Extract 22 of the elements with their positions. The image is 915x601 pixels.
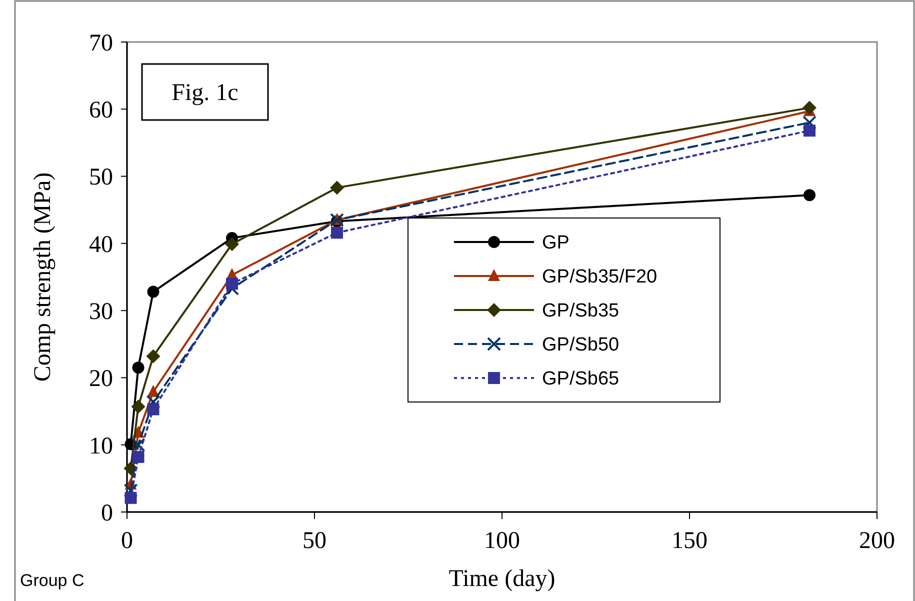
x-tick-label: 200	[859, 528, 895, 554]
y-tick-label: 70	[89, 30, 113, 56]
y-tick-label: 60	[89, 98, 113, 124]
legend-label: GP/Sb50	[542, 334, 620, 356]
legend-label: GP/Sb65	[542, 368, 620, 390]
x-tick-label: 0	[121, 528, 133, 554]
y-tick-label: 50	[89, 164, 113, 191]
text: Group C	[20, 571, 84, 590]
y-tick-label: 20	[89, 366, 113, 392]
y-tick-label: 40	[89, 232, 113, 258]
y-axis-title: Comp strength (MPa)	[30, 172, 56, 382]
annotation: Fig. 1c	[172, 80, 238, 106]
y-tick-label: 30	[89, 298, 113, 325]
y-tick-label: 10	[89, 433, 113, 460]
x-tick-label: 100	[484, 528, 520, 554]
legend-label: GP	[542, 232, 570, 254]
x-tick-label: 150	[672, 528, 708, 554]
legend-label: GP/Sb35/F20	[542, 266, 658, 288]
y-tick-label: 0	[101, 500, 113, 526]
x-tick-label: 50	[302, 528, 326, 554]
legend-label: GP/Sb35	[542, 300, 620, 322]
x-axis-title: Time (day)	[448, 566, 556, 592]
